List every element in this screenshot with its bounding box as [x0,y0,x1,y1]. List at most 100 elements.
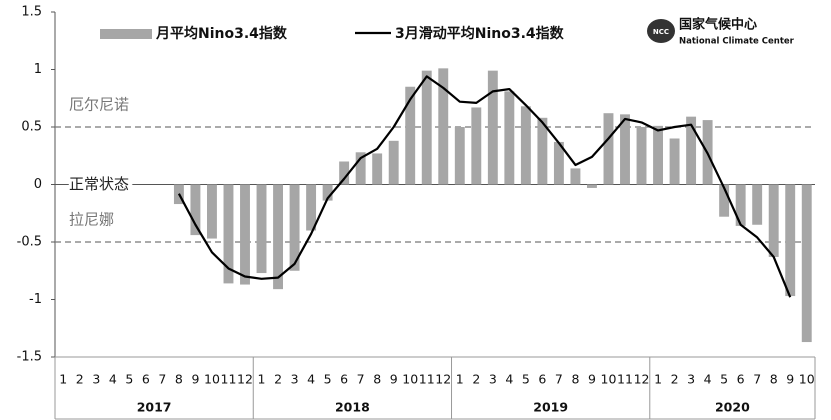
bar [719,184,730,217]
bar [355,152,366,185]
bar [454,127,465,185]
x-tick-label: 2 [472,372,480,387]
x-tick-label: 6 [340,372,348,387]
x-tick-label: 1 [258,372,266,387]
bar [603,113,614,185]
y-tick-label: 0 [34,177,42,192]
bar [752,184,763,225]
x-tick-label: 4 [505,372,513,387]
bar [471,107,482,185]
bar [388,140,399,185]
logo-emblem [647,19,675,43]
bar [553,141,564,185]
bar [438,68,449,185]
legend-swatch [100,29,152,39]
logo-cn: 国家气候中心 [679,17,757,33]
x-tick-label: 6 [538,372,546,387]
bar [520,106,531,185]
reference-label: 正常状态 [69,175,129,193]
y-tick-label: -1 [29,292,42,307]
x-tick-label: 6 [737,372,745,387]
bar [669,138,680,185]
logo-abbr: NCC [653,28,669,36]
legend-label: 月平均Nino3.4指数 [155,25,288,42]
x-tick-label: 8 [571,372,579,387]
bar [587,184,597,188]
bar [686,116,697,185]
x-tick-label: 7 [753,372,761,387]
x-tick-label: 2 [76,372,84,387]
reference-label: 厄尔尼诺 [69,96,129,114]
bar [256,184,267,274]
x-tick-label: 3 [291,372,299,387]
x-tick-label: 3 [92,372,100,387]
logo-en: National Climate Center [679,37,795,47]
reference-label: 拉尼娜 [69,211,114,229]
x-tick-label: 4 [109,372,117,387]
group-label: 2017 [137,400,172,415]
x-tick-label: 9 [588,372,596,387]
x-tick-label: 3 [489,372,497,387]
x-tick-label: 2 [274,372,282,387]
x-tick-label: 10 [799,372,815,387]
bar [372,153,383,185]
x-tick-label: 9 [191,372,199,387]
y-tick-label: 1.5 [21,5,42,20]
x-tick-label: 4 [704,372,712,387]
x-tick-label: 5 [324,372,332,387]
x-tick-label: 5 [522,372,530,387]
x-tick-label: 11 [617,372,633,387]
line [177,75,792,298]
x-tick-label: 3 [687,372,695,387]
bar [273,184,283,290]
x-tick-label: 1 [456,372,464,387]
group-label: 2019 [533,400,568,415]
x-tick-label: 10 [204,372,220,387]
x-tick-label: 10 [601,372,617,387]
x-tick-label: 7 [158,372,166,387]
bar [735,184,746,226]
y-tick-label: 1 [34,62,42,77]
x-tick-label: 5 [720,372,728,387]
bar [785,184,796,297]
x-tick-label: 12 [237,372,253,387]
x-tick-label: 2 [671,372,679,387]
bar [570,168,581,185]
bar [801,184,812,343]
y-tick-label: -1.5 [17,350,42,365]
y-tick-label: 0.5 [21,120,42,135]
legend-label: 3月滑动平均Nino3.4指数 [395,25,565,42]
bar [306,184,317,231]
bar [620,114,630,185]
x-tick-label: 1 [59,372,67,387]
x-tick-label: 5 [125,372,133,387]
bar [339,161,350,185]
bar [504,91,515,185]
x-tick-label: 12 [435,372,451,387]
bar [240,184,250,285]
x-tick-label: 7 [357,372,365,387]
x-tick-label: 12 [634,372,650,387]
group-label: 2018 [335,400,370,415]
x-tick-label: 8 [770,372,778,387]
x-tick-label: 10 [402,372,418,387]
x-tick-label: 8 [373,372,381,387]
group-label: 2020 [715,400,750,415]
x-tick-label: 11 [221,372,237,387]
bar [405,86,416,185]
bar [207,184,217,239]
bar [768,184,779,257]
bar [421,70,432,185]
x-tick-label: 11 [419,372,435,387]
logo: NCC 国家气候中心 National Climate Center [647,17,795,47]
y-tick-label: -0.5 [17,235,42,250]
bar [289,184,300,271]
x-tick-label: 9 [390,372,398,387]
x-tick-label: 4 [307,372,315,387]
x-tick-label: 6 [142,372,150,387]
bar [487,70,498,185]
bar [636,127,647,185]
x-tick-label: 8 [175,372,183,387]
